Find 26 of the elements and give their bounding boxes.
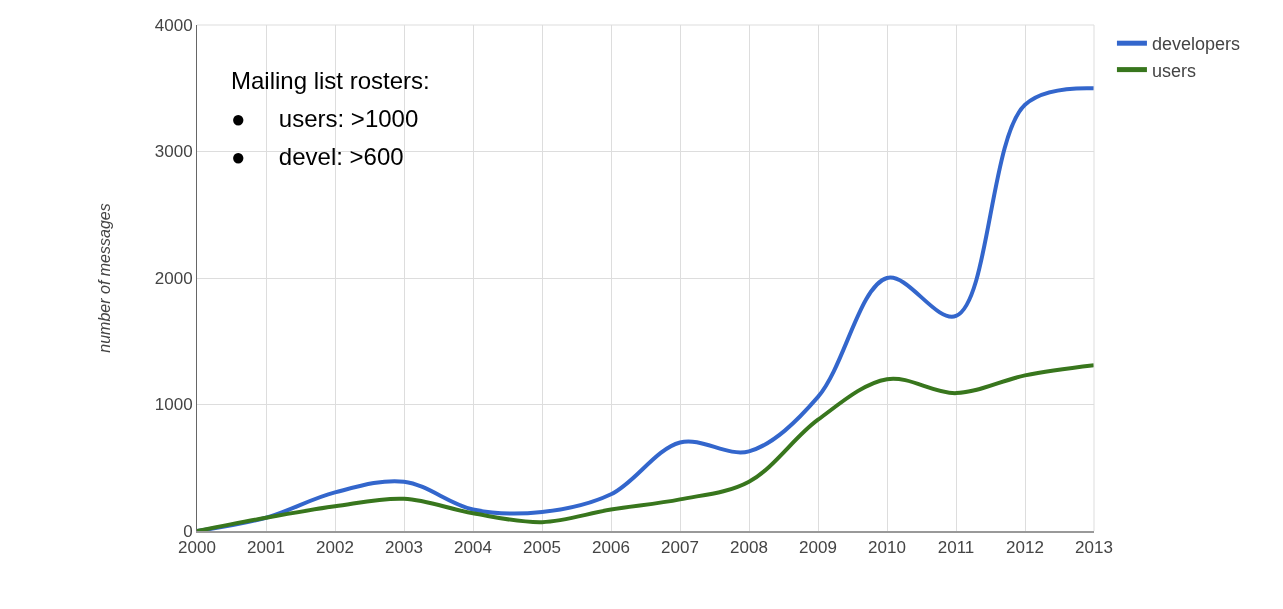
annotation: ● users: >1000 — [231, 105, 419, 132]
y-tick-label: 2000 — [154, 268, 193, 288]
x-tick-label: 2012 — [1006, 538, 1044, 558]
line-series — [197, 363, 1094, 531]
x-tick-label: 2005 — [523, 538, 561, 558]
x-tick-label: 2002 — [316, 538, 354, 558]
x-tick-label: 2006 — [592, 538, 630, 558]
y-tick-label: 0 — [183, 521, 193, 541]
x-tick-label: 2000 — [178, 538, 216, 558]
x-tick-label: 2003 — [385, 538, 423, 558]
y-tick-label: 3000 — [154, 142, 193, 162]
x-tick-label: 2010 — [868, 538, 906, 558]
annotation: ● devel: >600 — [231, 143, 404, 170]
x-tick-label: 2001 — [247, 538, 285, 558]
y-tick-label: 4000 — [154, 15, 193, 35]
x-tick-label: 2009 — [799, 538, 837, 558]
x-tick-label: 2011 — [937, 538, 975, 558]
y-axis-title: number of messages — [95, 203, 113, 353]
x-tick-label: 2004 — [454, 538, 492, 558]
x-tick-label: 2013 — [1075, 538, 1113, 558]
legend-label: developers — [1151, 34, 1240, 55]
y-tick-label: 1000 — [154, 395, 193, 415]
legend-label: users — [1151, 60, 1196, 81]
x-tick-label: 2008 — [730, 538, 768, 558]
annotation: Mailing list rosters: — [231, 67, 430, 94]
x-tick-label: 2007 — [661, 538, 699, 558]
